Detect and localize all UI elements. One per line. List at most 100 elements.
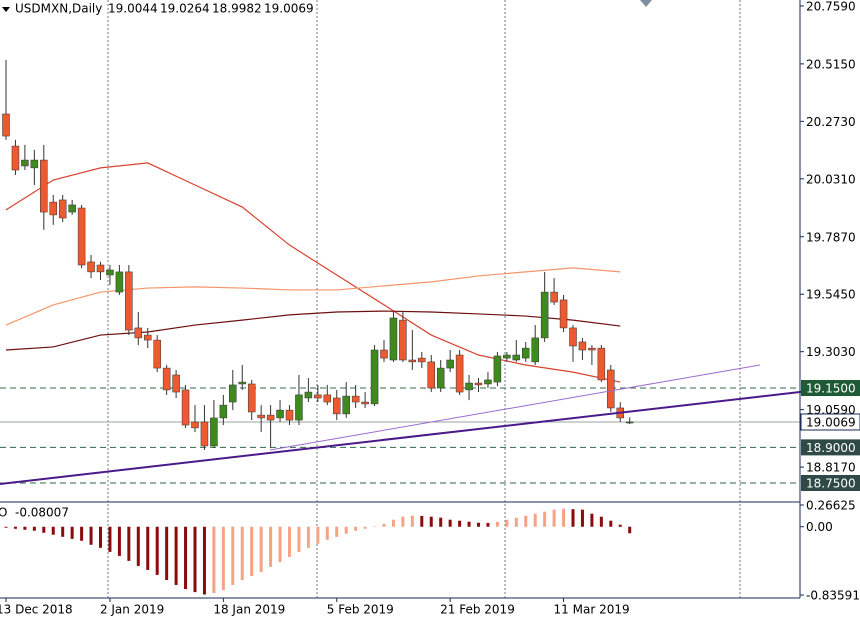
candle-body <box>531 337 539 363</box>
candle-body <box>588 347 596 351</box>
candle-body <box>11 145 20 171</box>
candle-body <box>2 113 10 137</box>
candle-body <box>96 264 105 273</box>
candle-body <box>493 355 502 383</box>
low: 18.9982 <box>212 2 262 16</box>
candle-body <box>597 347 606 381</box>
candle-body <box>200 421 209 447</box>
candle-body <box>512 354 521 361</box>
y-tick-label: 19.5450 <box>806 288 856 302</box>
candle-body <box>380 349 388 359</box>
y-tick-label: 19.7870 <box>806 230 856 244</box>
candle-body <box>115 271 124 293</box>
candle-body <box>153 339 161 369</box>
candle-body <box>559 299 568 329</box>
candle-body <box>503 354 511 359</box>
indicator-value: -0.08007 <box>15 506 69 520</box>
candle-body <box>399 319 407 361</box>
candle-body <box>578 341 587 351</box>
candle-body <box>144 334 152 341</box>
candle-body <box>446 359 454 369</box>
y-tick-label: 20.5150 <box>806 57 856 71</box>
level-box <box>801 439 860 456</box>
trend-line <box>269 364 761 451</box>
candle-body <box>333 397 341 415</box>
price-label: 19.0069 <box>806 415 856 429</box>
candle-body <box>540 291 549 339</box>
candle-body <box>229 384 237 403</box>
candle-body <box>125 271 133 331</box>
candle-body <box>370 349 379 405</box>
y-tick-label: 0.26625 <box>806 499 856 513</box>
candle-body <box>625 421 634 424</box>
candle-body <box>607 369 615 409</box>
candle-body <box>295 394 303 421</box>
candle-body <box>238 381 246 385</box>
candle-body <box>569 327 577 347</box>
indicator-name: AO <box>0 506 7 520</box>
y-tick-label: -0.83591 <box>806 589 860 603</box>
candle-body <box>134 327 143 339</box>
y-tick-label: 19.3030 <box>806 345 856 359</box>
x-tick-label: 21 Feb 2019 <box>440 603 515 617</box>
x-tick-label: 5 Feb 2019 <box>327 603 394 617</box>
candle-body <box>351 395 360 403</box>
x-tick-label: 11 Mar 2019 <box>554 603 630 617</box>
period-separators <box>107 0 741 598</box>
candle-body <box>389 317 398 361</box>
candle-body <box>49 201 57 216</box>
y-tick-label: 20.2730 <box>806 115 856 129</box>
y-tick-label: 18.8170 <box>806 461 856 475</box>
trend-line <box>0 391 801 485</box>
moving-average <box>5 310 621 351</box>
moving-average <box>5 162 621 383</box>
candle-body <box>219 404 228 419</box>
x-tick-label: 2 Jan 2019 <box>100 603 164 617</box>
candle-body <box>522 347 530 359</box>
candle-body <box>550 291 558 303</box>
candle-body <box>181 389 190 426</box>
candle-body <box>68 204 76 213</box>
candle-body <box>58 199 67 219</box>
candle-body <box>21 159 29 167</box>
candle-body <box>257 414 265 419</box>
candle-body <box>455 354 464 393</box>
candle-body <box>40 159 48 213</box>
candle-body <box>427 361 435 389</box>
menu-arrow <box>2 7 10 12</box>
candle-body <box>474 382 483 386</box>
scroll-marker <box>640 0 652 7</box>
candle-body <box>266 414 275 421</box>
y-tick-label: 20.0310 <box>806 172 856 186</box>
open: 19.0044 <box>108 2 158 16</box>
candle-body <box>484 379 492 385</box>
candle-body <box>77 207 86 266</box>
candle-body <box>285 409 294 421</box>
candle-body <box>106 269 114 276</box>
x-tick-label: 13 Dec 2018 <box>0 603 73 617</box>
candle-body <box>361 401 369 405</box>
candle-body <box>210 417 218 447</box>
candle-body <box>191 421 199 429</box>
level-label: 18.7500 <box>806 477 856 491</box>
candle-body <box>276 409 284 419</box>
level-label: 18.9000 <box>806 441 856 455</box>
level-box <box>801 475 860 492</box>
candle-body <box>87 261 95 273</box>
candle-body <box>172 374 180 393</box>
y-tick-label: 0.00 <box>806 520 833 534</box>
candle-body <box>408 359 417 363</box>
high: 19.0264 <box>160 2 210 16</box>
candle-body <box>162 367 171 391</box>
candle-body <box>436 367 445 389</box>
candle-body <box>314 394 322 399</box>
candle-body <box>465 382 473 391</box>
moving-average <box>5 267 621 326</box>
candle-body <box>342 395 350 415</box>
close: 19.0069 <box>264 2 314 16</box>
symbol: USDMXN,Daily <box>15 2 102 16</box>
x-tick-label: 18 Jan 2019 <box>213 603 285 617</box>
candle-body <box>247 383 256 413</box>
price-box <box>800 413 860 431</box>
